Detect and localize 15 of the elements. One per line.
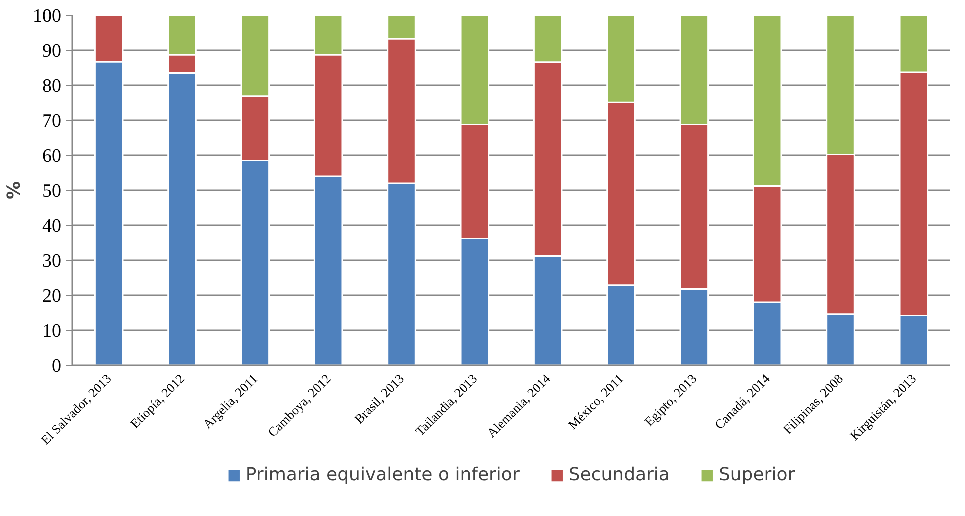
y-tick-label: 40 [42,216,62,237]
y-tick-label: 70 [42,111,62,132]
y-tick-label: 0 [52,356,62,377]
y-axis-title: % [4,181,25,200]
y-tick-label: 20 [42,286,62,307]
y-tick-label: 90 [42,41,62,62]
y-tick-label: 10 [42,321,62,342]
y-tick-label: 30 [42,251,62,272]
y-tick-label: 100 [33,6,62,27]
y-tick-label: 60 [42,146,62,167]
y-tick-label: 80 [42,76,62,97]
y-tick-label: 50 [42,181,62,202]
legend-label: Primaria equivalente o inferior [246,464,520,486]
legend-label: Superior [718,464,796,486]
legend-label: Secundaria [568,464,670,486]
